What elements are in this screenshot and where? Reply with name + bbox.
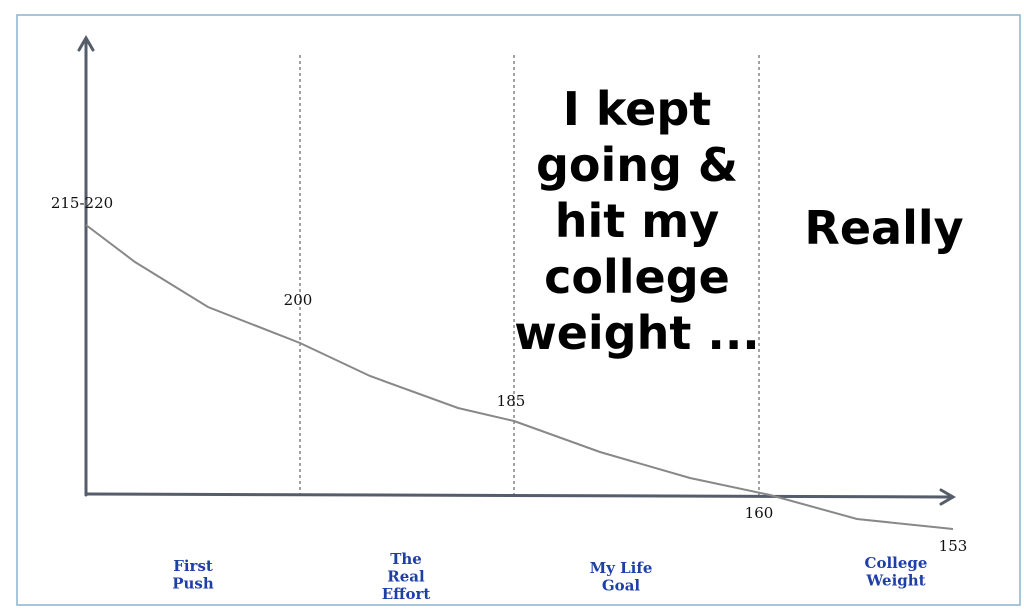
- axes: [77, 35, 956, 506]
- milestone-label: 200: [284, 291, 313, 309]
- milestone-label: 153: [939, 537, 968, 555]
- phase-label: Goal: [602, 577, 641, 595]
- phase-label: Real: [387, 568, 425, 586]
- milestone-label: 185: [497, 392, 526, 410]
- caption-line: hit my: [555, 194, 719, 248]
- caption-line: going &: [536, 138, 738, 192]
- frame: [16, 14, 1021, 606]
- caption-line: college: [544, 250, 730, 304]
- aside-text: Really: [804, 201, 963, 255]
- caption-line: weight ...: [514, 306, 760, 360]
- phase-label: The: [390, 550, 422, 568]
- x-axis: [84, 492, 954, 499]
- y-arrow: [77, 35, 95, 52]
- milestone-label: 160: [745, 504, 774, 522]
- phase-label: College: [865, 554, 928, 572]
- milestone-label: 215-220: [51, 194, 113, 212]
- x-arrow: [939, 488, 956, 506]
- phase-label: Effort: [382, 585, 431, 603]
- phase-label: Push: [172, 575, 214, 593]
- phase-label: My Life: [590, 559, 653, 577]
- trend-line: [85, 224, 954, 530]
- phase-label: Weight: [865, 572, 925, 590]
- caption-line: I kept: [563, 82, 712, 136]
- phase-label: First: [173, 557, 213, 575]
